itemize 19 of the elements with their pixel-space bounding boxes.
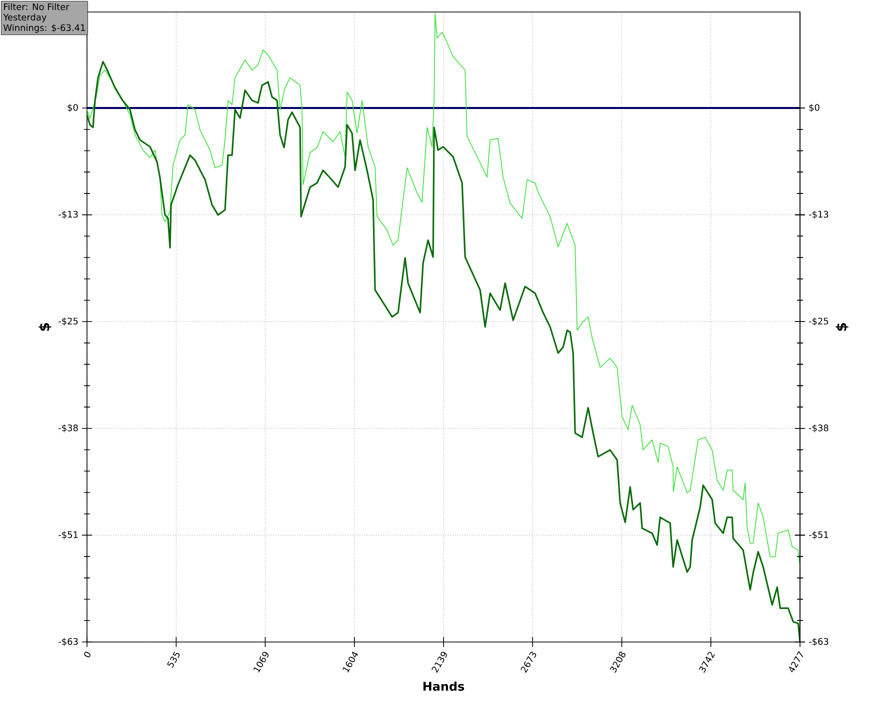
y-tick-label: -$38 [58, 424, 78, 432]
y-tick-label: -$25 [58, 318, 78, 326]
x-axis-title: Hands [423, 682, 464, 691]
text: Yesterday [3, 14, 46, 22]
y-axis-title: $ [38, 323, 52, 331]
text: Winnings: $-63.41 [3, 24, 85, 33]
y2-axis-title: $ [836, 323, 848, 331]
x-tick-label: 0 [84, 652, 91, 658]
y2-tick-label: -$13 [808, 210, 828, 219]
y-tick-label: -$63 [58, 638, 78, 646]
text: Filter: No Filter [4, 3, 70, 10]
y-tick-label: -$13 [58, 210, 78, 219]
y2-tick-label: -$25 [808, 318, 828, 326]
y-tick-label: -$51 [58, 531, 78, 540]
y2-tick-label: -$51 [808, 531, 828, 540]
y2-tick-label: $0 [809, 104, 820, 112]
y2-tick-label: -$63 [808, 638, 828, 646]
y-tick-label: $0 [68, 104, 78, 112]
y2-tick-label: -$38 [808, 424, 828, 432]
